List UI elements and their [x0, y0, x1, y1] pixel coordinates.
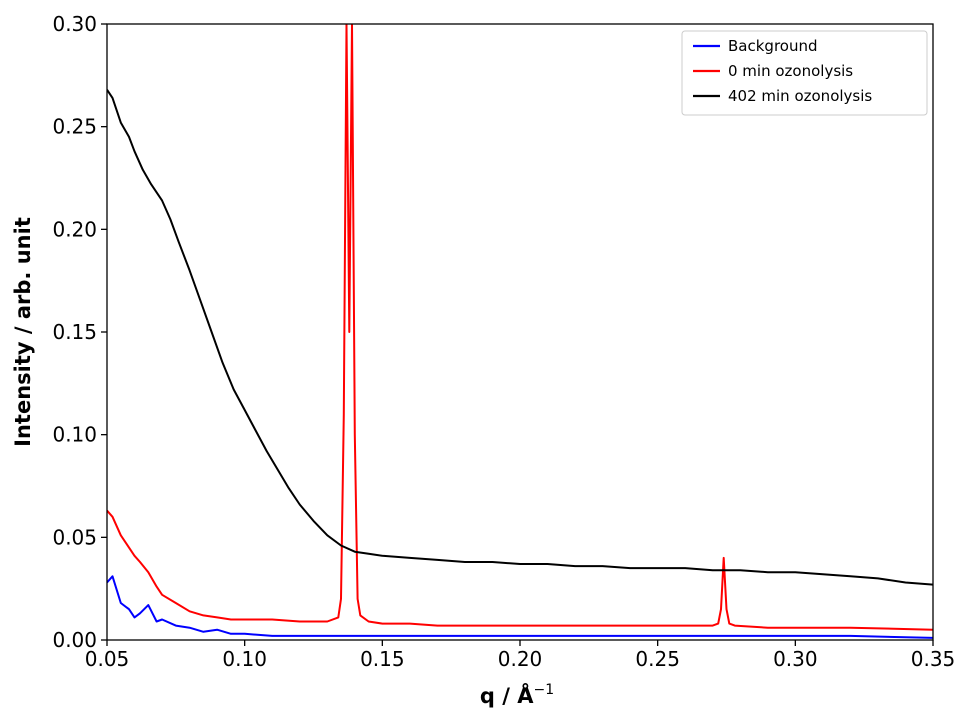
series-group	[107, 24, 933, 639]
x-tick-label: 0.10	[222, 647, 267, 671]
series-line-background	[107, 575, 933, 639]
y-tick-label: 0.20	[52, 217, 97, 241]
y-tick-label: 0.30	[52, 12, 97, 36]
legend-label-0min: 0 min ozonolysis	[728, 62, 853, 80]
y-tick-label: 0.15	[52, 320, 97, 344]
x-tick-label: 0.05	[85, 647, 130, 671]
x-axis-title-superscript: −1	[533, 682, 554, 698]
y-tick-label: 0.05	[52, 525, 97, 549]
x-tick-label: 0.20	[498, 647, 543, 671]
y-tick-label: 0.10	[52, 423, 97, 447]
y-tick-label: 0.00	[52, 628, 97, 652]
series-line-0min	[107, 24, 933, 631]
legend-frame	[681, 30, 928, 116]
x-axis-title-text: q / Å	[480, 683, 534, 708]
y-tick-label: 0.25	[52, 115, 97, 139]
x-tick-label: 0.35	[911, 647, 956, 671]
x-tick-label: 0.25	[635, 647, 680, 671]
y-axis: 0.00 0.05 0.10 0.15 0.20 0.25 0.30	[52, 12, 107, 652]
x-axis-title: q / Å−1	[480, 682, 554, 708]
legend-label-background: Background	[728, 37, 818, 55]
legend: Background 0 min ozonolysis 402 min ozon…	[681, 30, 928, 116]
x-tick-label: 0.15	[360, 647, 405, 671]
y-axis-title: Intensity / arb. unit	[11, 217, 35, 447]
plot-frame	[106, 23, 934, 641]
series-line-402min	[107, 89, 933, 586]
legend-label-402min: 402 min ozonolysis	[728, 87, 872, 105]
x-axis: 0.05 0.10 0.15 0.20 0.25 0.30 0.35	[85, 640, 956, 671]
x-tick-label: 0.30	[773, 647, 818, 671]
